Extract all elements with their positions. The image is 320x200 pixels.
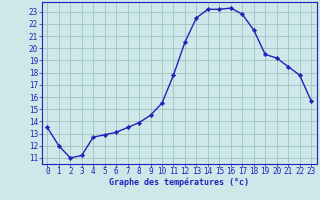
X-axis label: Graphe des températures (°c): Graphe des températures (°c) bbox=[109, 178, 249, 187]
